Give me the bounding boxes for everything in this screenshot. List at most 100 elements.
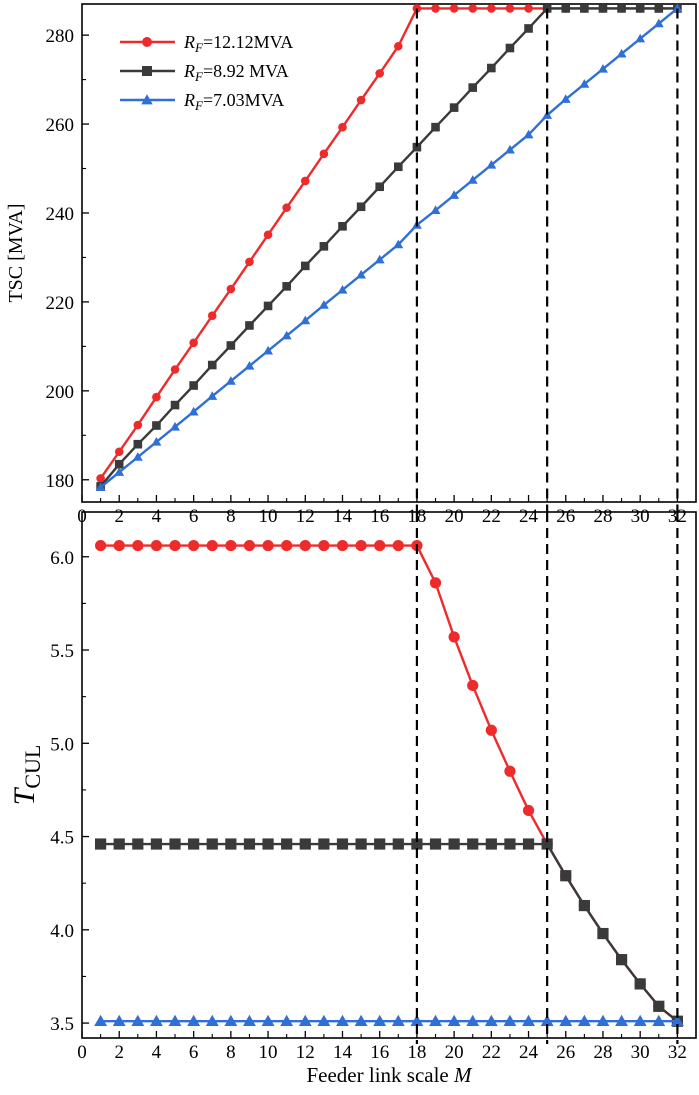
y-tick-label: 180 (46, 471, 75, 492)
legend-label-2: RF=7.03MVA (183, 90, 284, 113)
x-tick-label: 6 (189, 506, 199, 527)
data-point (338, 122, 347, 132)
data-point (95, 539, 107, 552)
data-point (447, 1014, 461, 1027)
data-point (299, 838, 311, 850)
data-point (653, 1000, 665, 1012)
x-tick-label: 12 (296, 506, 315, 527)
y-tick-label: 280 (46, 26, 75, 47)
data-point (524, 24, 533, 33)
x-tick-label: 22 (482, 506, 501, 527)
data-point (503, 1014, 517, 1027)
bottom-plot-frame (81, 511, 697, 1039)
data-point (95, 482, 106, 492)
data-point (188, 406, 199, 416)
data-point (226, 341, 236, 350)
data-point (431, 122, 440, 132)
data-point (133, 420, 143, 430)
data-point (615, 1014, 629, 1027)
x-tick-label: 26 (556, 1042, 575, 1063)
data-point (318, 539, 330, 552)
data-point (300, 176, 310, 186)
data-point (95, 838, 107, 850)
data-point (467, 838, 479, 850)
data-point (394, 41, 403, 51)
data-point (598, 63, 608, 73)
x-tick-label: 0 (77, 1042, 87, 1063)
data-point (113, 838, 125, 850)
data-point (205, 1014, 219, 1027)
data-point (170, 365, 180, 374)
data-point (504, 765, 516, 777)
data-point (281, 330, 292, 340)
data-point (338, 222, 347, 231)
data-point (318, 300, 329, 309)
data-point (170, 400, 180, 410)
top-plot-frame (81, 3, 697, 503)
x-tick-label: 8 (226, 1042, 236, 1063)
x-tick-label: 4 (152, 506, 162, 527)
data-point (169, 838, 181, 850)
data-point (616, 48, 627, 58)
legend: RF=12.12MVA RF=8.92 MVA RF=7.03MVA (120, 32, 293, 113)
data-point (392, 539, 404, 552)
data-point (598, 4, 608, 13)
data-point (672, 3, 683, 13)
y-tick-label: 220 (46, 293, 75, 314)
bottom-series-0 (95, 539, 683, 1027)
y-axis-title-bottom: TCUL (8, 745, 45, 806)
series-line (100, 842, 679, 1023)
legend-marker (142, 66, 152, 76)
data-point (114, 447, 124, 457)
data-point (522, 1014, 535, 1027)
data-point (263, 301, 273, 311)
top-panel: 0 2 4 6 8 10 12 14 16 18 20 22 24 26 28 30 3218020022024… (46, 3, 697, 527)
data-point (336, 539, 349, 552)
data-point (149, 1014, 163, 1027)
data-point (188, 539, 200, 552)
data-point (449, 4, 459, 13)
data-point (541, 838, 553, 850)
data-point (114, 459, 124, 469)
data-point (430, 205, 441, 215)
data-point (150, 539, 163, 552)
data-point (354, 1014, 368, 1027)
data-point (524, 4, 533, 13)
data-point (393, 239, 404, 249)
data-point (152, 421, 161, 430)
data-point (225, 539, 237, 552)
data-point (356, 95, 366, 105)
data-point (523, 129, 534, 139)
data-point (243, 1014, 256, 1027)
x-tick-label: 12 (296, 1042, 315, 1063)
x-tick-label: 2 (114, 506, 124, 527)
data-point (375, 69, 384, 78)
x-tick-label: 18 (407, 1042, 426, 1063)
data-point (336, 1014, 349, 1027)
data-point (466, 1014, 480, 1027)
series-line (100, 544, 679, 1023)
data-point (561, 4, 571, 13)
x-tick-label: 22 (482, 1042, 501, 1063)
data-point (522, 838, 535, 850)
data-point (113, 539, 125, 552)
legend-label-0: RF=12.12MVA (183, 32, 293, 55)
data-point (243, 838, 256, 850)
y-tick-label: 4.0 (50, 921, 74, 942)
data-point (467, 679, 479, 692)
x-tick-label: 30 (631, 1042, 650, 1063)
data-point (467, 175, 478, 184)
x-axis-title: Feeder link scale M (306, 1063, 473, 1087)
data-point (263, 230, 273, 240)
data-point (282, 203, 291, 212)
y-axis-title-top: TSC [MVA] (5, 203, 27, 302)
data-point (505, 43, 515, 53)
data-point (94, 1014, 108, 1027)
data-point (96, 474, 105, 483)
data-point (169, 539, 181, 552)
data-point (168, 1014, 182, 1027)
data-point (319, 149, 329, 159)
data-point (449, 190, 460, 199)
data-point (114, 467, 125, 476)
data-point (579, 79, 590, 88)
